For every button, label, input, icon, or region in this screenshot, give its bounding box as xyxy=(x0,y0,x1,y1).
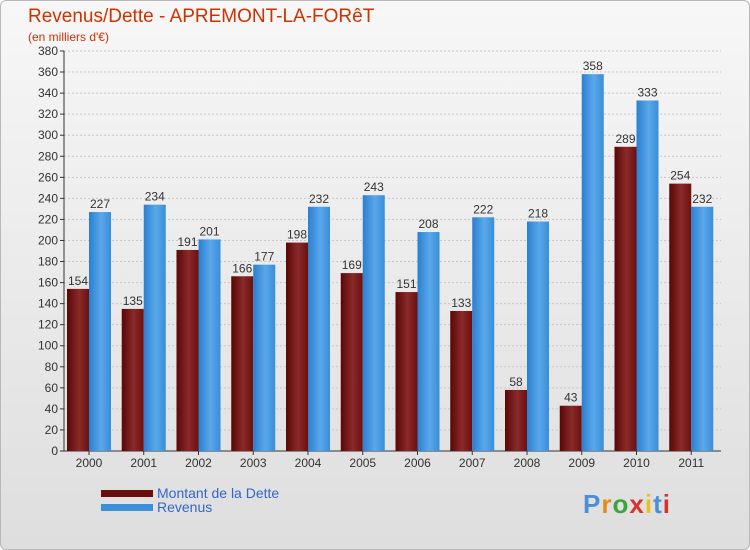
y-tick-label: 120 xyxy=(38,318,58,332)
brand-letter: i xyxy=(644,489,654,519)
bar-dette xyxy=(121,308,144,451)
y-tick-label: 280 xyxy=(38,149,58,163)
x-tick-label: 2006 xyxy=(404,456,431,470)
bar-revenus xyxy=(472,217,495,451)
brand-letter: P xyxy=(583,489,602,519)
y-tick-label: 300 xyxy=(38,128,58,142)
x-tick-label: 2011 xyxy=(678,456,704,470)
y-tick-label: 180 xyxy=(38,255,58,269)
y-tick-label: 80 xyxy=(45,360,59,374)
x-tick-label: 2003 xyxy=(240,456,267,470)
data-label-revenus: 222 xyxy=(473,202,493,216)
x-tick-label: 2007 xyxy=(459,456,486,470)
data-label-revenus: 243 xyxy=(364,180,384,194)
data-label-dette: 58 xyxy=(509,375,523,389)
y-tick-label: 100 xyxy=(38,339,58,353)
data-label-dette: 43 xyxy=(564,391,578,405)
x-tick-label: 2000 xyxy=(76,456,103,470)
bar-revenus xyxy=(636,100,659,451)
y-tick-label: 0 xyxy=(51,444,58,458)
brand-letter: o xyxy=(612,489,630,519)
brand-letter: i xyxy=(662,489,671,519)
y-tick-label: 380 xyxy=(38,44,58,58)
y-tick-label: 240 xyxy=(38,191,58,205)
bar-revenus xyxy=(89,212,111,451)
data-label-dette: 166 xyxy=(232,261,252,275)
brand-letter: t xyxy=(653,489,663,519)
x-tick-label: 2005 xyxy=(349,456,376,470)
y-tick-label: 200 xyxy=(38,233,58,247)
bar-dette xyxy=(67,288,89,451)
x-tick-label: 2001 xyxy=(130,456,157,470)
bar-dette xyxy=(395,292,418,451)
chart-subtitle: (en milliers d'€) xyxy=(28,30,109,44)
bar-revenus xyxy=(527,221,549,451)
y-tick-label: 320 xyxy=(38,107,58,121)
y-tick-label: 160 xyxy=(38,276,58,290)
data-label-revenus: 201 xyxy=(199,224,219,238)
data-label-revenus: 218 xyxy=(528,207,548,221)
legend-swatch-dette xyxy=(101,490,153,497)
y-tick-label: 360 xyxy=(38,65,58,79)
data-label-revenus: 358 xyxy=(583,59,603,73)
y-tick-label: 40 xyxy=(45,402,59,416)
data-label-dette: 191 xyxy=(177,235,197,249)
bar-dette xyxy=(450,311,473,451)
bar-dette xyxy=(176,249,199,451)
data-label-dette: 135 xyxy=(123,294,143,308)
data-label-revenus: 227 xyxy=(90,197,110,211)
bar-dette xyxy=(286,242,308,451)
y-tick-label: 220 xyxy=(38,212,58,226)
y-tick-label: 60 xyxy=(45,381,59,395)
y-tick-label: 140 xyxy=(38,297,58,311)
bar-revenus xyxy=(362,195,385,451)
bar-dette xyxy=(614,146,637,451)
bar-revenus xyxy=(308,206,330,451)
x-tick-label: 2010 xyxy=(623,456,650,470)
data-label-revenus: 232 xyxy=(309,192,329,206)
brand-letter: x xyxy=(629,489,645,519)
y-tick-label: 20 xyxy=(45,423,59,437)
data-label-dette: 289 xyxy=(615,132,635,146)
data-label-dette: 133 xyxy=(451,296,471,310)
bar-revenus xyxy=(417,232,440,451)
data-label-revenus: 333 xyxy=(637,85,657,99)
data-label-revenus: 234 xyxy=(145,190,165,204)
data-label-dette: 169 xyxy=(342,258,362,272)
chart-title: Revenus/Dette - APREMONT-LA-FORêT xyxy=(28,6,375,27)
bar-revenus xyxy=(198,239,221,451)
x-tick-label: 2004 xyxy=(295,456,322,470)
legend-label-dette: Montant de la Dette xyxy=(157,485,280,501)
data-label-dette: 154 xyxy=(68,274,88,288)
bar-dette xyxy=(340,273,363,451)
data-label-revenus: 208 xyxy=(418,217,438,231)
bar-dette xyxy=(559,405,582,451)
data-label-revenus: 232 xyxy=(692,192,712,206)
data-label-dette: 198 xyxy=(287,228,307,242)
brand-letter: r xyxy=(601,489,613,519)
y-tick-label: 260 xyxy=(38,170,58,184)
bar-dette xyxy=(669,183,692,451)
x-tick-label: 2009 xyxy=(568,456,595,470)
legend-label-revenus: Revenus xyxy=(157,499,213,515)
bar-dette xyxy=(505,389,527,451)
x-tick-label: 2008 xyxy=(514,456,541,470)
bar-revenus xyxy=(691,206,714,451)
bar-revenus xyxy=(143,204,166,451)
bar-dette xyxy=(231,276,254,451)
bar-revenus xyxy=(253,264,276,451)
x-tick-label: 2002 xyxy=(185,456,212,470)
brand-logo: Proxiti xyxy=(583,489,671,520)
data-label-revenus: 177 xyxy=(254,250,274,264)
data-label-dette: 151 xyxy=(396,277,416,291)
y-tick-label: 340 xyxy=(38,86,58,100)
data-label-dette: 254 xyxy=(670,169,690,183)
legend-swatch-revenus xyxy=(101,504,153,511)
bar-revenus xyxy=(581,74,604,451)
